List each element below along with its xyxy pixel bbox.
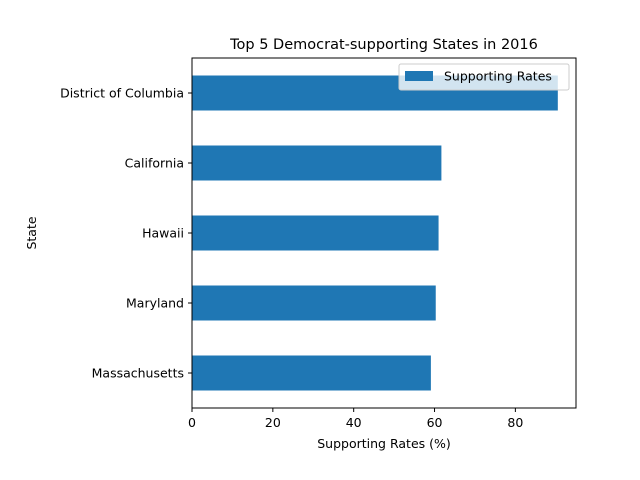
- bar: [192, 216, 439, 251]
- y-tick-label: Hawaii: [142, 226, 184, 241]
- x-tick-label: 20: [265, 415, 281, 430]
- bar: [192, 286, 436, 321]
- y-tick-label: Maryland: [126, 296, 184, 311]
- y-tick-label: Massachusetts: [92, 366, 184, 381]
- legend-label: Supporting Rates: [444, 69, 552, 84]
- x-tick-label: 0: [188, 415, 196, 430]
- bar: [192, 356, 431, 391]
- y-axis: District of Columbia California Hawaii Mary…: [60, 86, 192, 381]
- legend-swatch: [405, 71, 433, 81]
- y-tick-label: District of Columbia: [60, 86, 184, 101]
- chart-title: Top 5 Democrat-supporting States in 2016: [229, 37, 538, 53]
- y-tick-label: California: [125, 156, 184, 171]
- x-tick-label: 80: [507, 415, 523, 430]
- bar: [192, 146, 441, 181]
- x-axis-label: Supporting Rates (%): [317, 436, 451, 451]
- x-tick-label: 60: [427, 415, 443, 430]
- x-tick-label: 40: [346, 415, 362, 430]
- legend: Supporting Rates: [399, 64, 569, 90]
- bars-group: [192, 76, 558, 391]
- y-axis-label: State: [24, 216, 39, 249]
- x-axis: 0 20 40 60 80: [188, 408, 523, 430]
